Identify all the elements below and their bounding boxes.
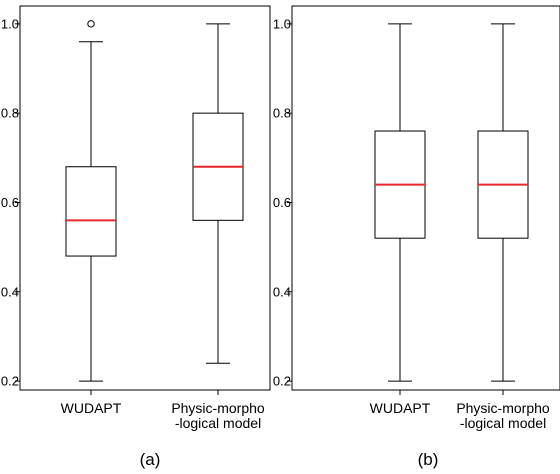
panel-a: 0.2 0.4 0.6 0.8 1.0 WUDAPT Physic-morpho-logic… <box>1 5 271 469</box>
category-label: Physic-morpho <box>171 400 265 416</box>
panel-label: (b) <box>418 450 439 469</box>
category-label: WUDAPT <box>61 400 122 416</box>
category-label: WUDAPT <box>370 400 431 416</box>
category-label: Physic-morpho <box>456 400 550 416</box>
category-label-line2: -logical model <box>460 415 546 431</box>
y-tick-label: 0.6 <box>273 195 291 210</box>
y-tick-label: 0.4 <box>273 284 291 299</box>
plot-frame <box>19 5 271 391</box>
y-tick-label: 0.8 <box>273 106 291 121</box>
y-tick-label: 1.0 <box>273 16 291 31</box>
y-tick-label: 0.6 <box>1 195 19 210</box>
category-label-line2: -logical model <box>175 415 261 431</box>
panel-b: 0.2 0.4 0.6 0.8 1.0 WUDAPT Physic-morpho-logic… <box>273 5 560 469</box>
outlier-point <box>87 20 95 28</box>
iqr-box <box>65 166 117 257</box>
plot-frame <box>291 5 560 391</box>
panel-label: (a) <box>140 450 161 469</box>
y-tick-label: 1.0 <box>1 16 19 31</box>
y-tick-label: 0.8 <box>1 106 19 121</box>
y-tick-label: 0.2 <box>1 374 19 389</box>
y-tick-label: 0.2 <box>273 374 291 389</box>
y-tick-label: 0.4 <box>1 284 19 299</box>
